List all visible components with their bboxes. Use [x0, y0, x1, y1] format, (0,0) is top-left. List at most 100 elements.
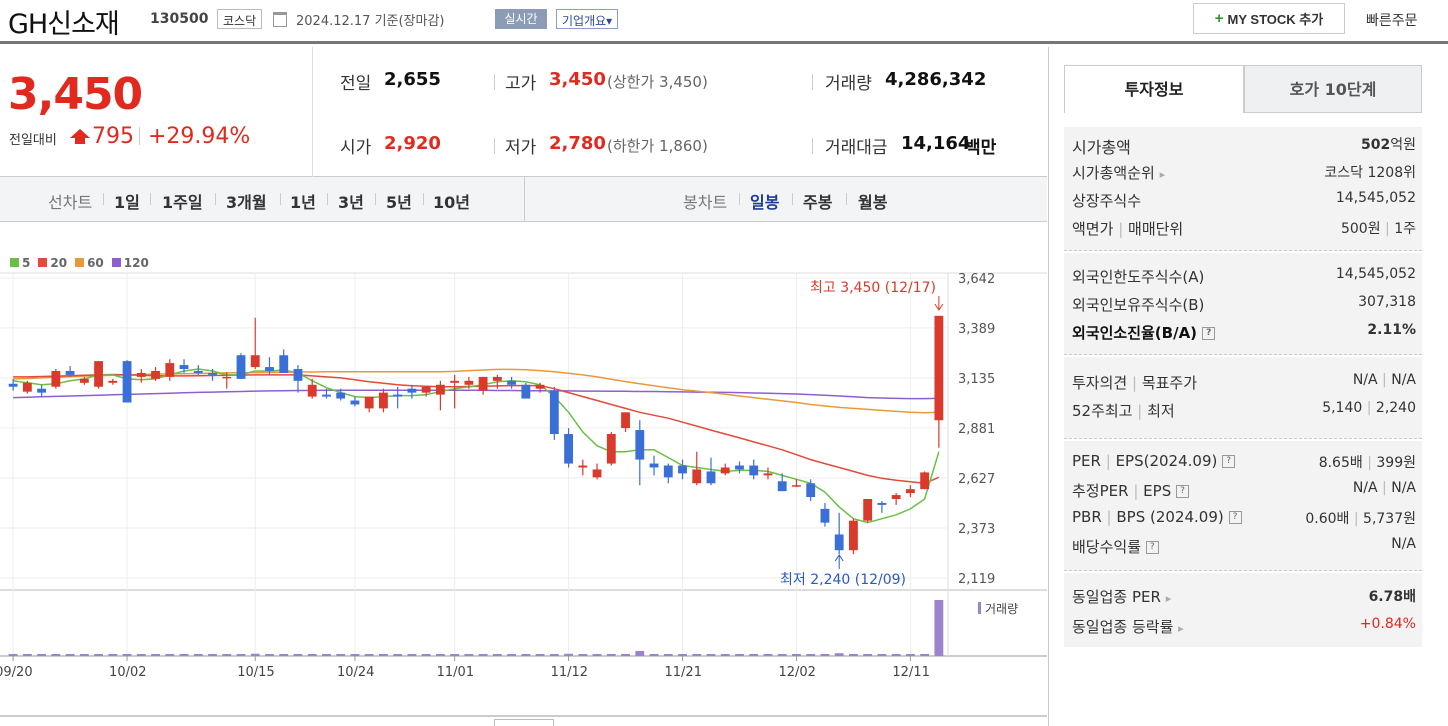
quick-order-link[interactable]: 빠른주문 — [1366, 13, 1418, 29]
tab-order-book[interactable]: 호가 10단계 — [1244, 65, 1422, 113]
candle-body — [891, 495, 901, 500]
cap-rank-row[interactable]: 시가총액순위 ▸ 코스닥 1208위 — [1072, 159, 1416, 185]
up-arrow-icon — [70, 129, 90, 144]
tab-candle-weekly[interactable]: 주봉 — [803, 193, 833, 212]
help-icon[interactable]: ? — [1202, 327, 1216, 340]
help-icon[interactable]: ? — [1145, 541, 1159, 554]
price-summary: 3,450 전일대비 795 +29.94% 전일 2,655 고가 3,450… — [0, 47, 1047, 177]
tab-investment-info[interactable]: 투자정보 — [1064, 65, 1244, 113]
volume-bar — [792, 654, 801, 656]
volume-bar — [849, 654, 858, 656]
candle-body — [578, 465, 588, 468]
volume-label: 거래량 — [825, 74, 872, 94]
volume-bar — [8, 654, 18, 656]
divider — [150, 193, 151, 205]
low-label: 저가 — [505, 138, 537, 158]
tab-period-1y[interactable]: 1년 — [290, 193, 316, 212]
industry-change-value: +0.84% — [1359, 616, 1416, 632]
divider — [215, 193, 216, 205]
help-icon[interactable]: ? — [1176, 485, 1189, 498]
trade-amount-label: 거래대금 — [825, 138, 888, 158]
candle-body — [364, 396, 374, 409]
bps-label: BPS (2024.09) — [1116, 508, 1224, 526]
candle-body — [322, 394, 331, 397]
bps-value: 5,737원 — [1363, 511, 1416, 527]
candle-body — [51, 370, 61, 387]
candle-body — [208, 372, 217, 375]
volume-bar — [478, 654, 488, 656]
est-per-label: 추정PER — [1072, 482, 1129, 500]
prev-close-value: 2,655 — [384, 69, 441, 90]
price-chart[interactable]: 5 20 60 120 3,642 3,389 3,135 2,881 2,627 2,3… — [0, 222, 1047, 726]
opinion-value: N/A — [1352, 372, 1378, 388]
per-value: 8.65배 — [1318, 455, 1363, 471]
shares-value: 14,545,052 — [1335, 190, 1416, 206]
add-my-stock-button[interactable]: + MY STOCK 추가 — [1193, 3, 1345, 34]
foreign-section: 외국인한도주식수(A) 14,545,052 외국인보유주식수(B) 307,3… — [1064, 253, 1422, 355]
scroll-handle[interactable] — [494, 719, 554, 726]
volume-bar — [905, 654, 915, 656]
volume-bar — [435, 654, 445, 656]
divider — [375, 193, 376, 205]
volume-bar — [763, 654, 773, 656]
tab-period-10y[interactable]: 10년 — [433, 193, 470, 212]
max-arrowhead — [934, 303, 944, 311]
help-icon[interactable]: ? — [1228, 511, 1242, 524]
realtime-button[interactable]: 실시간 — [495, 9, 547, 29]
y-tick-label: 2,373 — [958, 522, 995, 537]
stock-code: 130500 — [150, 11, 209, 27]
volume-value: 4,286,342 — [885, 69, 987, 90]
industry-per-row[interactable]: 동일업종 PER ▸ 6.78배 — [1072, 583, 1416, 609]
volume-bar — [863, 654, 873, 656]
volume-bar — [521, 654, 531, 656]
per-row: PER | EPS(2024.09) ? 8.65배 | 399원 — [1072, 452, 1416, 471]
volume-bar — [393, 654, 403, 656]
volume-bar — [407, 654, 417, 656]
volume-bar — [934, 600, 944, 656]
tab-period-1d[interactable]: 1일 — [114, 193, 140, 212]
tab-candle-daily[interactable]: 일봉 — [750, 193, 780, 212]
min-arrowhead — [834, 554, 844, 562]
company-overview-dropdown[interactable]: 기업개요▾ — [556, 9, 619, 29]
company-name: GH신소재 — [8, 9, 120, 40]
divider — [524, 177, 525, 222]
volume-bar — [94, 654, 103, 656]
tab-period-1w[interactable]: 1주일 — [162, 193, 203, 212]
open-label: 시가 — [340, 138, 372, 158]
volume-bar — [450, 654, 460, 656]
current-price: 3,450 — [8, 69, 143, 120]
candle-body — [592, 469, 602, 478]
volume-bar — [720, 654, 730, 656]
52week-low-value: 2,240 — [1375, 400, 1416, 416]
tab-candle-monthly[interactable]: 월봉 — [858, 193, 888, 212]
candle-chart-label: 봉차트 — [683, 193, 728, 212]
opinion-row: 투자의견 | 목표주가 N/A | N/A — [1072, 372, 1416, 392]
shares-row: 상장주식수 14,545,052 — [1072, 187, 1416, 213]
candle-body — [236, 355, 246, 379]
stock-header: GH신소재 130500 코스닥 2024.12.17 기준(장마감) 실시간 … — [0, 0, 1448, 44]
unit-label: 매매단위 — [1128, 220, 1184, 238]
candle-body — [350, 400, 360, 405]
market-cap-unit: 억원 — [1390, 137, 1416, 153]
volume-bar — [820, 654, 830, 656]
x-tick-label: 12/11 — [892, 665, 929, 680]
x-tick-label: 11/01 — [437, 665, 474, 680]
candlestick-svg: 3,642 3,389 3,135 2,881 2,627 2,373 2,119 09/20… — [0, 272, 1047, 717]
tab-period-5y[interactable]: 5년 — [386, 193, 412, 212]
volume-bar — [891, 654, 901, 656]
add-my-stock-label: MY STOCK 추가 — [1227, 12, 1324, 27]
volume-bar — [777, 654, 787, 656]
candle-body — [521, 384, 531, 399]
candle-body — [834, 534, 844, 551]
volume-bar — [265, 654, 274, 656]
tab-period-3m[interactable]: 3개월 — [226, 193, 267, 212]
volume-bar — [464, 654, 474, 656]
divider — [739, 193, 740, 205]
candle-body — [706, 471, 716, 484]
tab-period-3y[interactable]: 3년 — [338, 193, 364, 212]
volume-bar — [735, 654, 744, 656]
candle-body — [905, 489, 915, 494]
industry-change-row[interactable]: 동일업종 등락률 ▸ +0.84% — [1072, 613, 1416, 639]
help-icon[interactable]: ? — [1222, 455, 1236, 468]
candle-body — [863, 499, 873, 521]
